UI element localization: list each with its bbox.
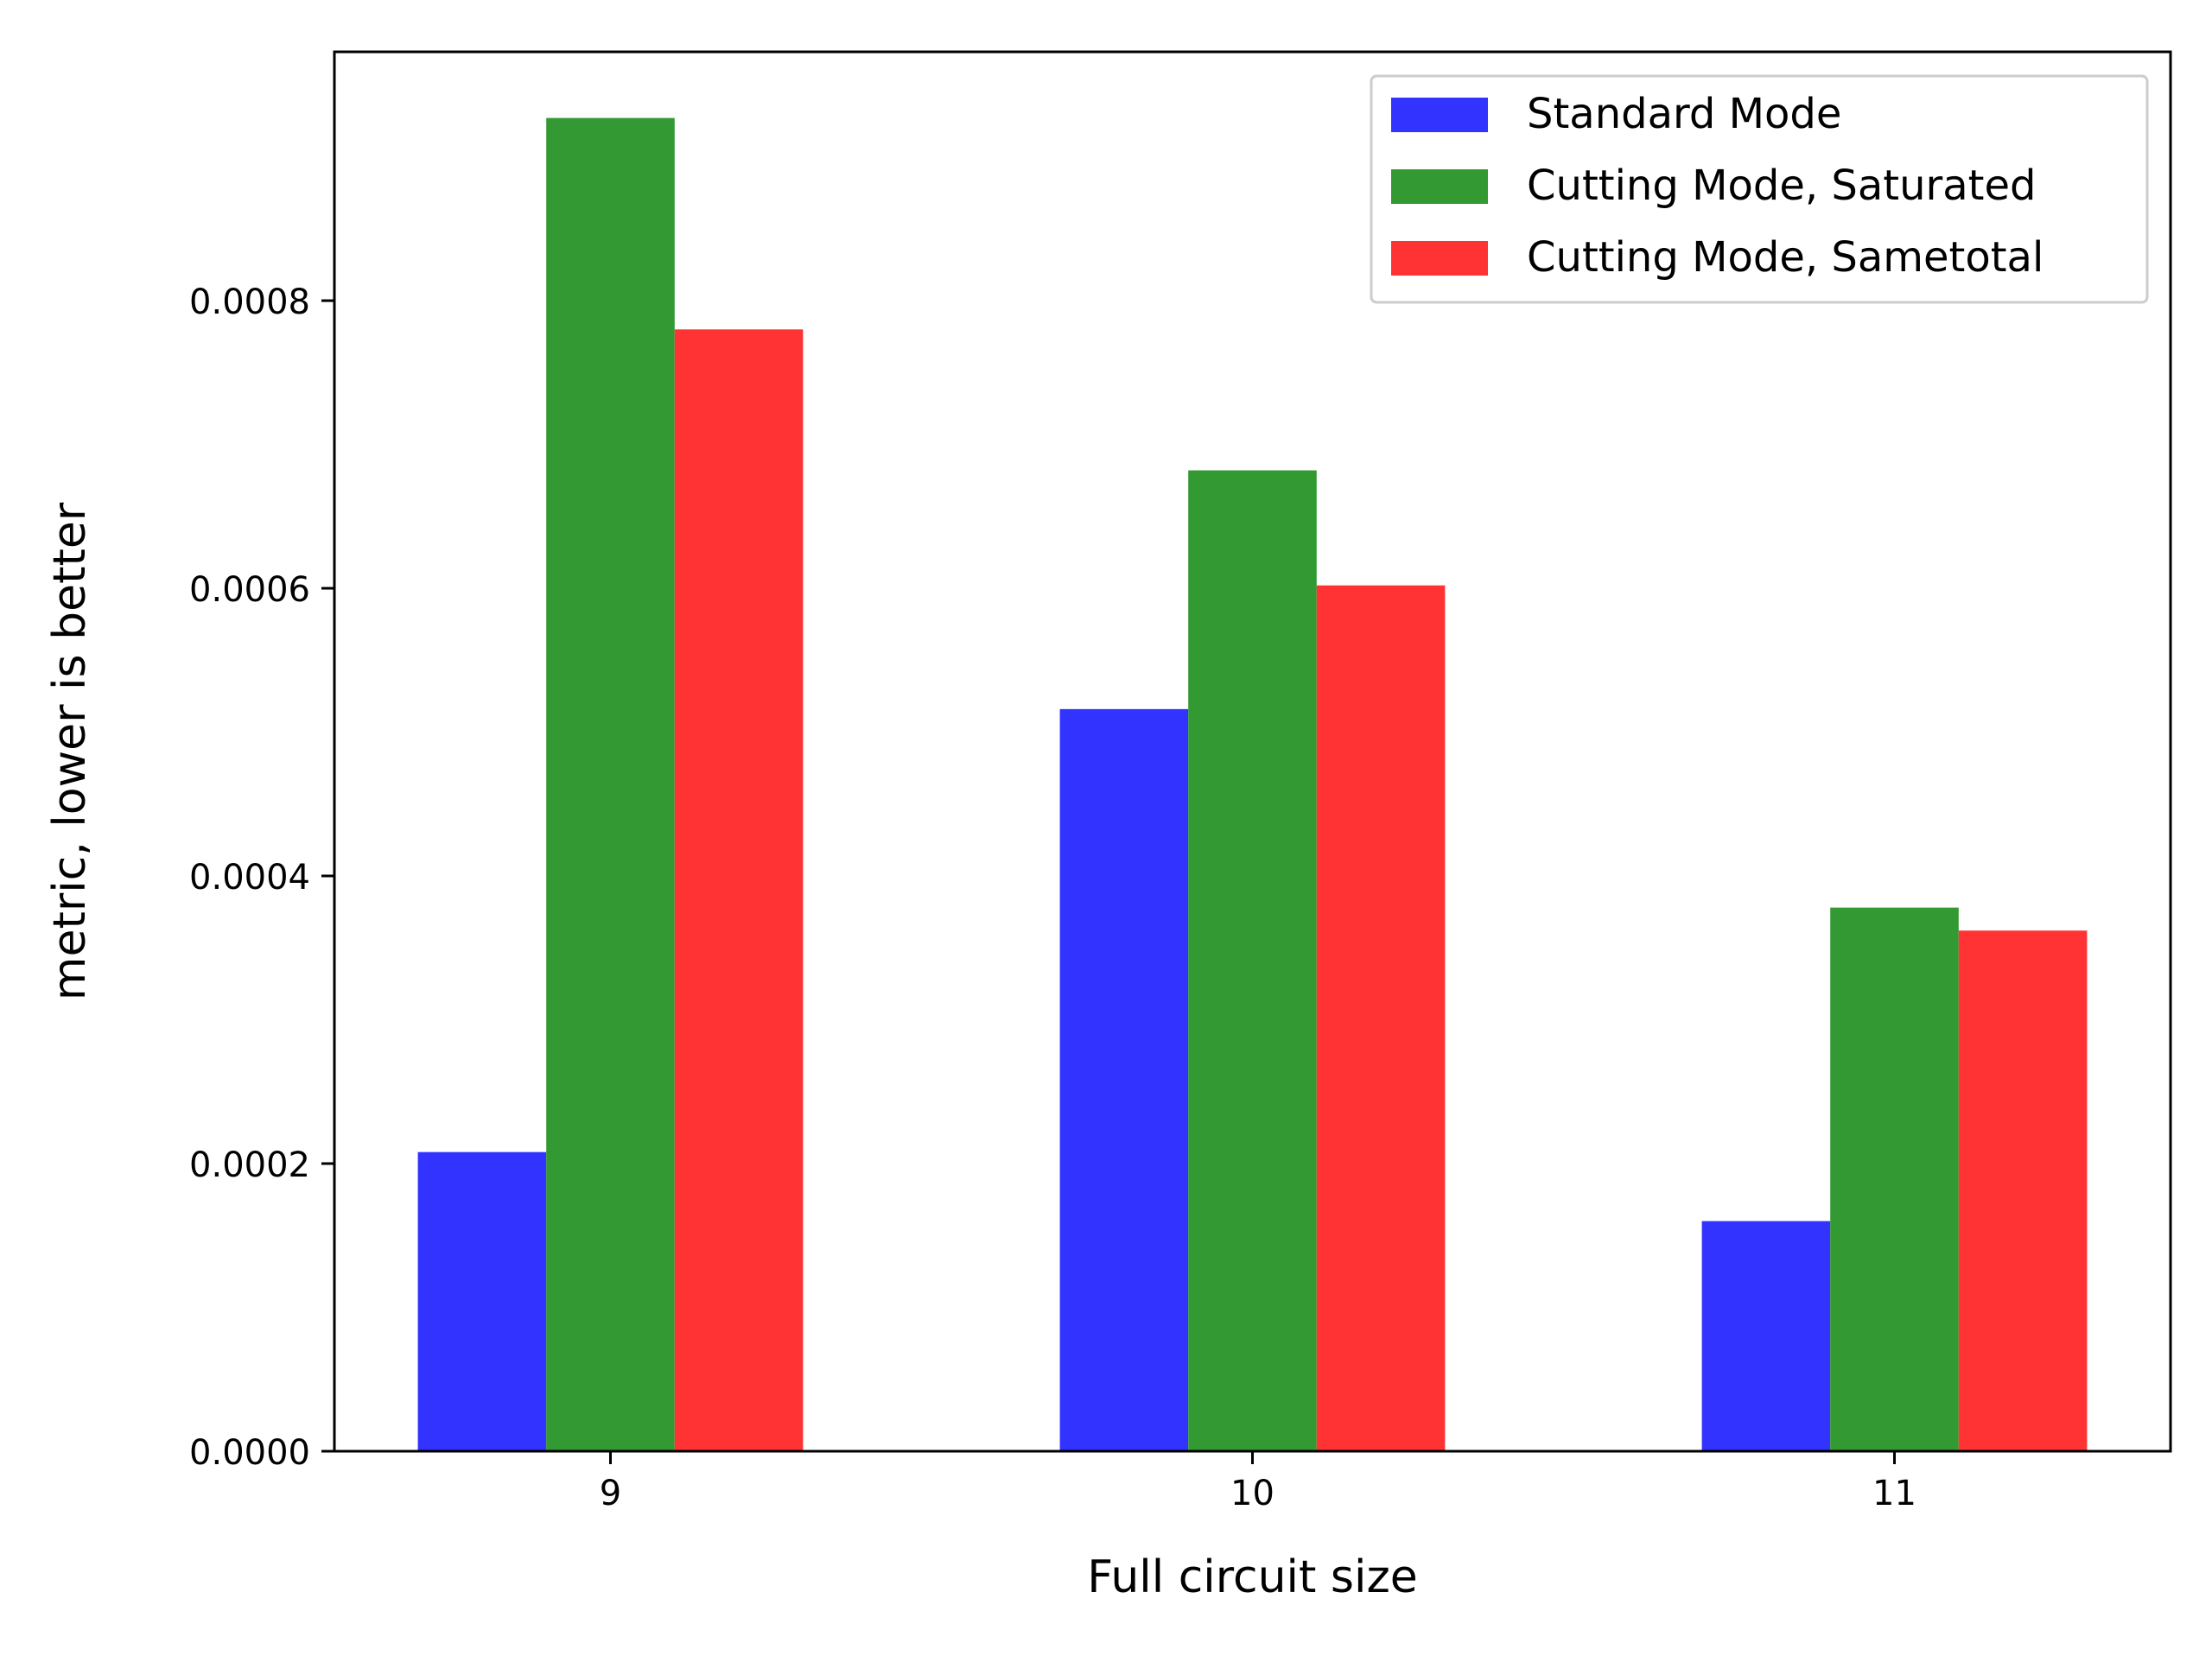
- y-tick-label: 0.0000: [189, 1433, 310, 1473]
- bar-1-9: [417, 1151, 547, 1451]
- y-axis-label: metric, lower is better: [44, 502, 96, 1000]
- y-tick-label: 0.0004: [189, 858, 310, 898]
- x-axis-label: Full circuit size: [1087, 1551, 1417, 1603]
- legend-swatch-2: [1391, 169, 1488, 204]
- x-tick-label: 10: [1230, 1474, 1274, 1513]
- legend-label-3: Cutting Mode, Sametotal: [1527, 233, 2044, 282]
- bar-1-10: [1059, 708, 1189, 1451]
- legend: Standard Mode Cutting Mode, Saturated Cutt…: [1370, 74, 2149, 304]
- bar-2-10: [1188, 470, 1317, 1452]
- x-axis: 9 10 11: [600, 1451, 1916, 1513]
- y-axis: 0.0000 0.0002 0.0004 0.0006 0.0008: [189, 282, 334, 1473]
- bar-3-11: [1958, 930, 2088, 1451]
- y-tick-label: 0.0002: [189, 1145, 310, 1185]
- bar-2-11: [1830, 907, 1959, 1451]
- legend-label-1: Standard Mode: [1527, 90, 1841, 138]
- y-tick-label: 0.0006: [189, 570, 310, 610]
- legend-swatch-3: [1391, 241, 1488, 276]
- x-tick-label: 11: [1872, 1474, 1916, 1513]
- y-tick-label: 0.0008: [189, 282, 310, 322]
- legend-label-2: Cutting Mode, Saturated: [1527, 162, 2036, 210]
- legend-box: [1370, 74, 2149, 304]
- x-tick-label: 9: [600, 1474, 621, 1513]
- legend-swatch-1: [1391, 98, 1488, 132]
- bar-2-9: [546, 117, 675, 1451]
- bar-3-10: [1316, 585, 1446, 1451]
- bar-1-11: [1701, 1221, 1831, 1451]
- bars-layer: [417, 117, 2088, 1452]
- bar-3-9: [674, 329, 804, 1451]
